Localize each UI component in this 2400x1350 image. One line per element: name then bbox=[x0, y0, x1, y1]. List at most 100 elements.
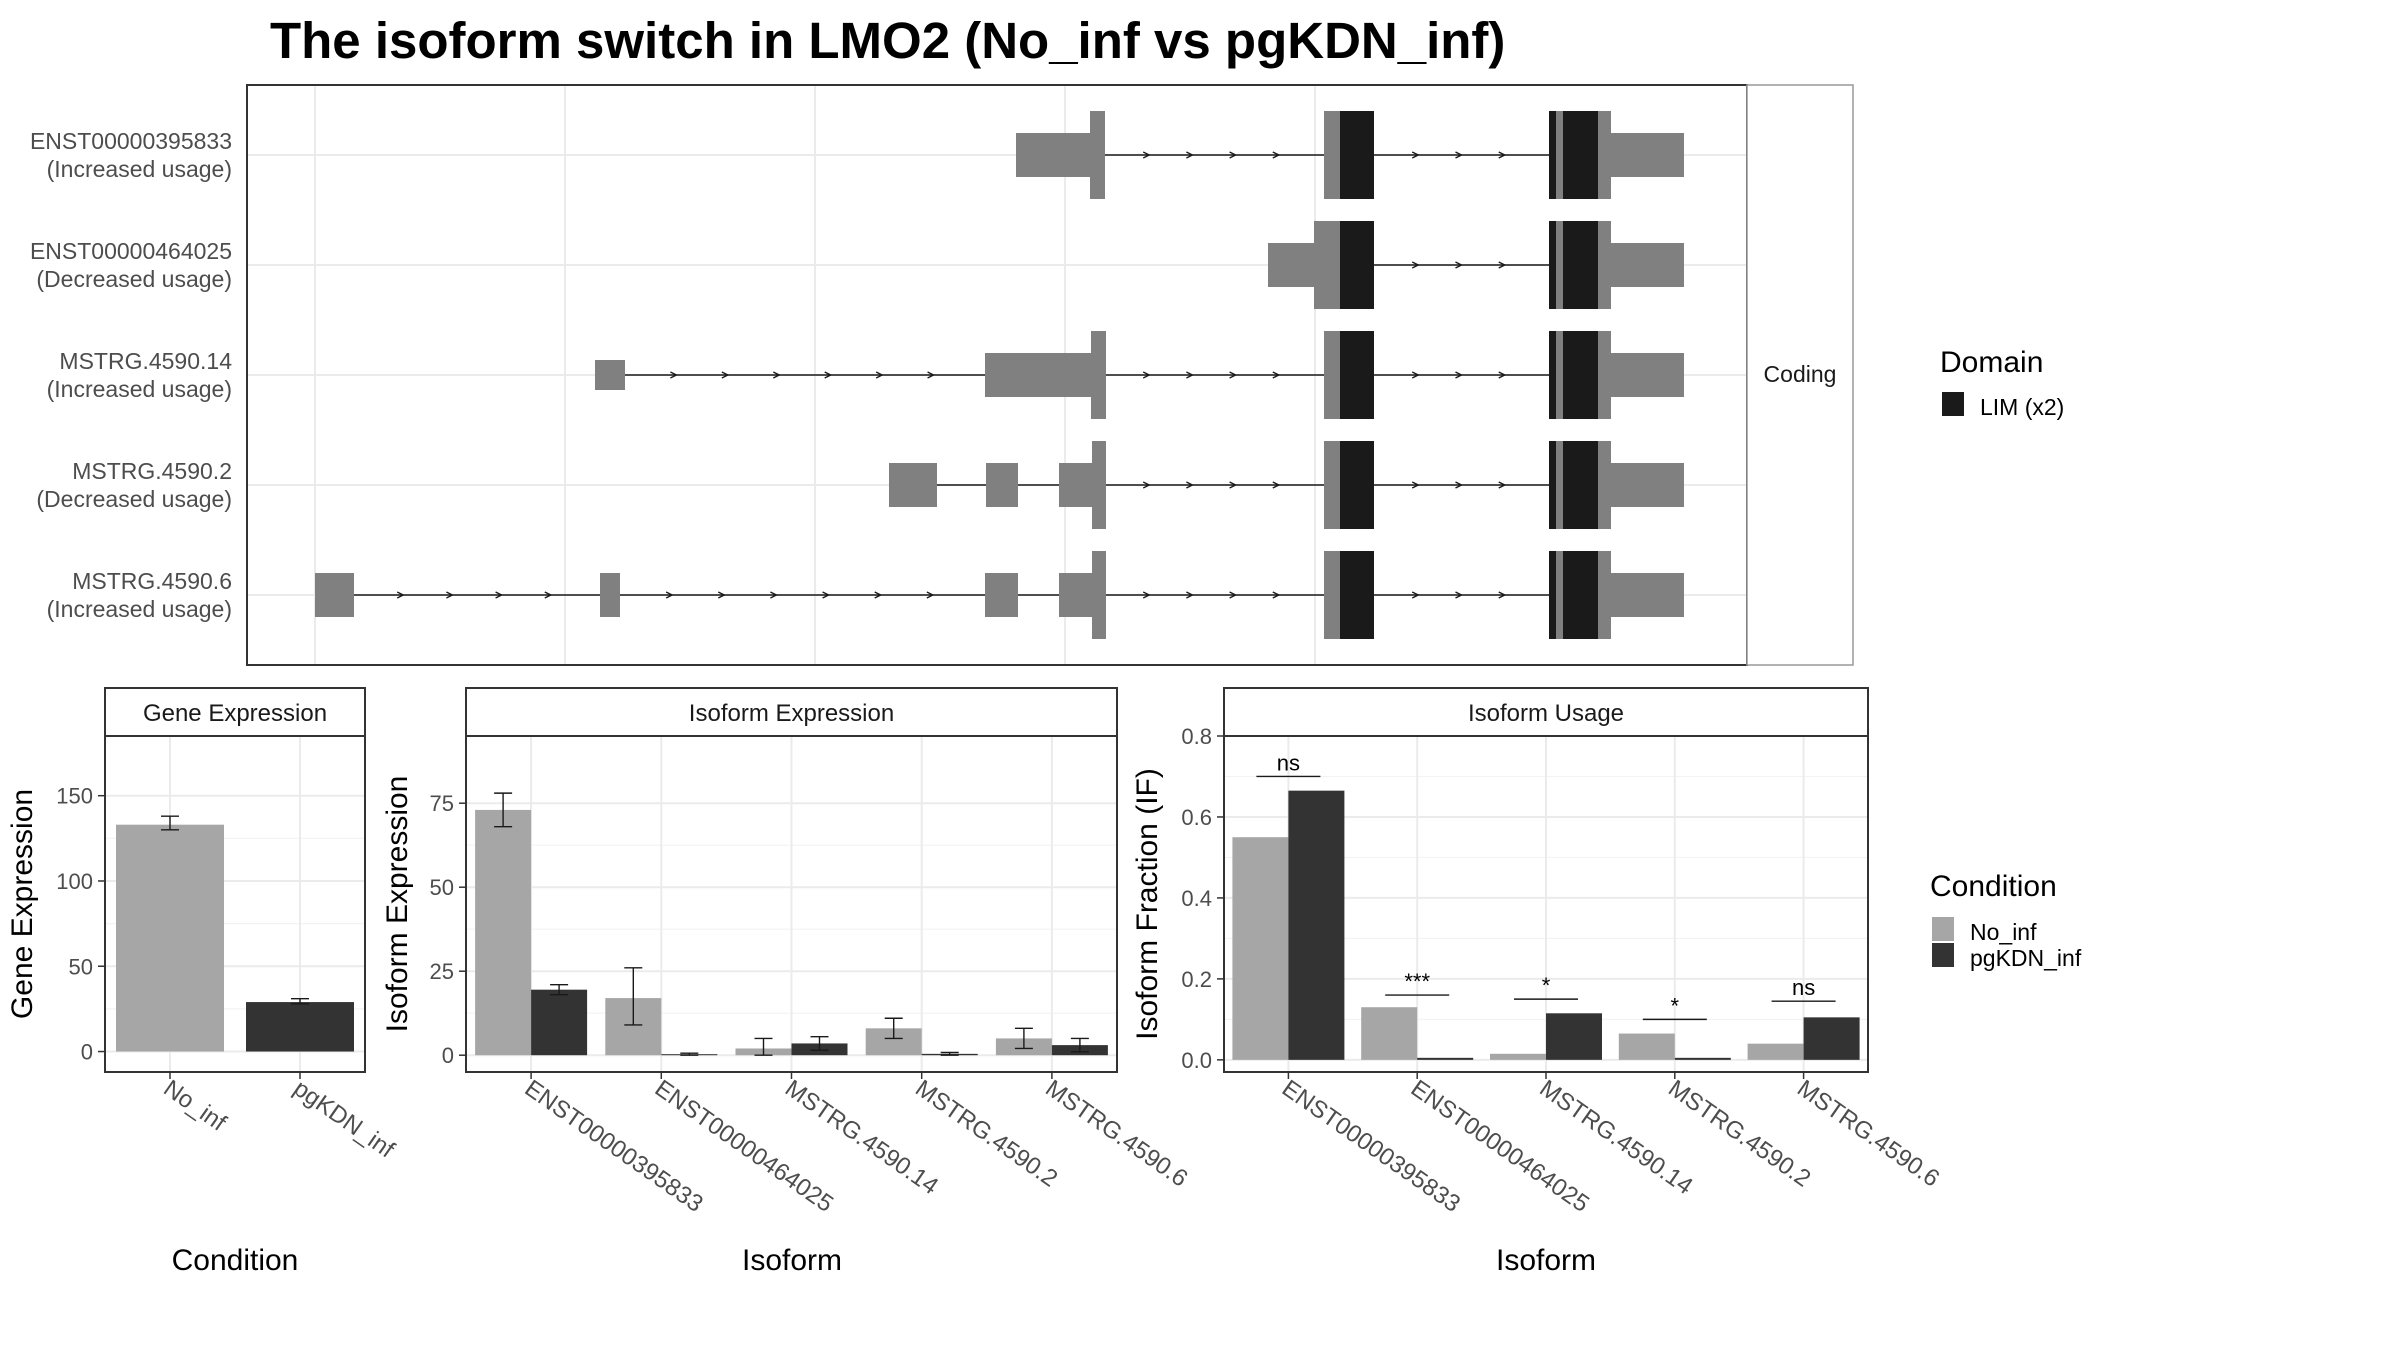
intron-direction-arrow bbox=[822, 591, 831, 599]
intron-direction-arrow bbox=[1455, 591, 1464, 599]
intron-direction-arrow bbox=[1186, 371, 1194, 379]
lim-domain-exon bbox=[1340, 441, 1374, 529]
isoform-structure-enst00000464025 bbox=[1268, 221, 1684, 309]
y-tick-label: 50 bbox=[69, 954, 93, 979]
intron-direction-arrow bbox=[1229, 481, 1238, 489]
isoform-name-label: ENST00000395833 bbox=[30, 128, 232, 154]
legend-label-pgkdn-inf: pgKDN_inf bbox=[1970, 945, 2082, 971]
bar-mstrg-4590-14 bbox=[1546, 1013, 1602, 1060]
bar-no_inf bbox=[116, 824, 224, 1052]
significance-label: ns bbox=[1792, 975, 1815, 1000]
intron-direction-arrow bbox=[1498, 371, 1507, 379]
intron-direction-arrow bbox=[1455, 371, 1464, 379]
y-tick-label: 0 bbox=[81, 1040, 93, 1065]
x-axis-title: Condition bbox=[172, 1244, 299, 1277]
exon-block bbox=[1610, 463, 1684, 507]
intron-direction-arrow bbox=[717, 591, 726, 599]
lim-domain-exon bbox=[1340, 111, 1374, 199]
intron-direction-arrow bbox=[721, 371, 730, 379]
condition-legend-title: Condition bbox=[1930, 870, 2057, 903]
intron-direction-arrow bbox=[926, 591, 935, 599]
chart-gene-expression: 0 50 100 150 Gene Expression No_inf pgKDN_inf C… bbox=[6, 687, 399, 1277]
intron-direction-arrow bbox=[1498, 481, 1507, 489]
isoform-usage-label: (Decreased usage) bbox=[36, 266, 232, 292]
intron-direction-arrow bbox=[544, 591, 553, 599]
exon-block bbox=[1556, 551, 1563, 639]
x-tick-label: MSTRG.4590.6 bbox=[1792, 1075, 1944, 1193]
exon-block bbox=[1324, 111, 1342, 199]
bar-enst00000464025 bbox=[1417, 1057, 1474, 1060]
intron-direction-arrow bbox=[1411, 481, 1420, 489]
condition-legend: Condition No_inf pgKDN_inf bbox=[1930, 870, 2082, 971]
exon-block bbox=[1324, 441, 1342, 529]
domain-legend-title: Domain bbox=[1940, 346, 2043, 379]
y-tick-label: 0.8 bbox=[1181, 724, 1212, 749]
intron-direction-arrow bbox=[927, 371, 936, 379]
intron-direction-arrow bbox=[1272, 371, 1281, 379]
intron-direction-arrow bbox=[1272, 151, 1281, 159]
bar-pgkdn_inf bbox=[246, 1002, 354, 1052]
bar-enst00000395833 bbox=[531, 989, 588, 1056]
intron-direction-arrow bbox=[670, 371, 678, 379]
isoform-usage-label: (Increased usage) bbox=[47, 596, 232, 622]
exon-block bbox=[985, 573, 1018, 617]
intron-direction-arrow bbox=[875, 371, 884, 379]
significance-label: * bbox=[1542, 973, 1551, 998]
exon-block bbox=[985, 353, 1105, 397]
isoform-usage-label: (Increased usage) bbox=[47, 156, 232, 182]
lim-domain-exon bbox=[1549, 111, 1556, 199]
intron-direction-arrow bbox=[1186, 151, 1194, 159]
intron-direction-arrow bbox=[1272, 591, 1281, 599]
isoform-name-label: MSTRG.4590.2 bbox=[72, 458, 232, 484]
bar-mstrg-4590-6 bbox=[1747, 1043, 1804, 1060]
exon-block bbox=[1556, 221, 1563, 309]
y-axis-title: Gene Expression bbox=[6, 789, 39, 1019]
facet-strip bbox=[465, 687, 1118, 737]
lim-domain-exon bbox=[1340, 221, 1374, 309]
legend-key-no-inf bbox=[1932, 917, 1954, 941]
intron-direction-arrow bbox=[1498, 261, 1507, 269]
y-axis-title: Isoform Expression bbox=[381, 776, 414, 1033]
intron-direction-arrow bbox=[665, 591, 674, 599]
legend-key-lim bbox=[1942, 392, 1964, 416]
intron-direction-arrow bbox=[824, 371, 833, 379]
lim-domain-exon bbox=[1549, 331, 1556, 419]
intron-direction-arrow bbox=[1272, 481, 1281, 489]
exon-block bbox=[986, 463, 1018, 507]
exon-block bbox=[1556, 331, 1563, 419]
bar-mstrg-4590-2 bbox=[1674, 1057, 1731, 1060]
exon-block bbox=[1016, 133, 1091, 177]
significance-label: *** bbox=[1404, 969, 1430, 994]
isoform-structure-mstrg-4590-2 bbox=[889, 441, 1684, 529]
significance-label: ns bbox=[1277, 750, 1300, 775]
exon-block bbox=[1324, 331, 1342, 419]
structure-panel: Coding ENST00000395833(Increased usage)E… bbox=[30, 84, 1854, 666]
bar-enst00000395833 bbox=[1232, 837, 1289, 1060]
isoform-structure-mstrg-4590-6 bbox=[315, 551, 1684, 639]
exon-block bbox=[1059, 573, 1094, 617]
lim-domain-exon bbox=[1563, 551, 1598, 639]
isoform-structures bbox=[315, 111, 1684, 639]
chart-title: Gene Expression bbox=[143, 700, 327, 727]
intron-direction-arrow bbox=[1142, 151, 1151, 159]
intron-direction-arrow bbox=[1455, 481, 1464, 489]
y-tick-label: 0.2 bbox=[1181, 967, 1212, 992]
x-axis-title: Isoform bbox=[1496, 1244, 1596, 1277]
exon-block bbox=[315, 573, 354, 617]
isoform-labels: ENST00000395833(Increased usage)ENST0000… bbox=[30, 128, 232, 622]
intron-direction-arrow bbox=[1186, 481, 1194, 489]
legend-label-lim: LIM (x2) bbox=[1980, 394, 2064, 420]
exon-block bbox=[600, 573, 620, 617]
y-tick-label: 50 bbox=[430, 875, 454, 900]
bar-enst00000395833 bbox=[1288, 790, 1345, 1060]
exon-block bbox=[1268, 243, 1316, 287]
intron-direction-arrow bbox=[495, 591, 504, 599]
y-tick-label: 0.0 bbox=[1181, 1048, 1212, 1073]
exon-block bbox=[1556, 441, 1563, 529]
intron-direction-arrow bbox=[1498, 151, 1507, 159]
exon-block bbox=[1091, 331, 1106, 419]
intron-direction-arrow bbox=[1411, 371, 1420, 379]
lim-domain-exon bbox=[1563, 331, 1598, 419]
